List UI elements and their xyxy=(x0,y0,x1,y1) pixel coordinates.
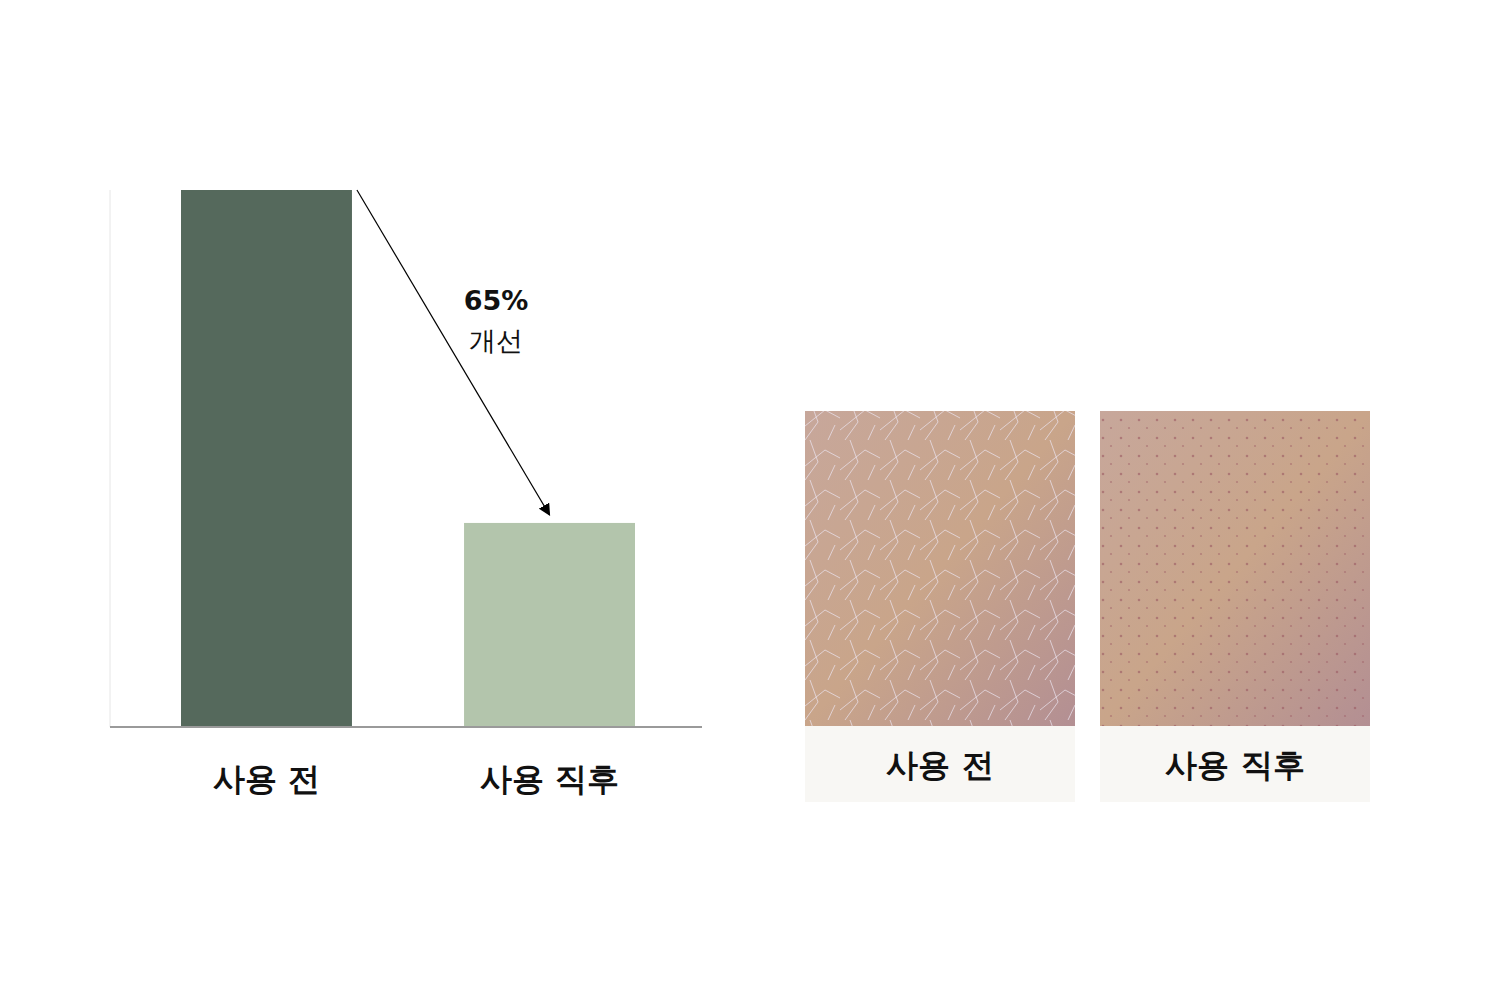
bar xyxy=(464,523,635,727)
photo xyxy=(1100,411,1370,726)
x-axis: 사용 전 사용 직후 xyxy=(110,727,702,798)
photo-caption: 사용 직후 xyxy=(1165,746,1304,784)
arrow xyxy=(357,190,550,515)
photo-panel: 사용 직후 xyxy=(1100,411,1370,802)
photo-caption: 사용 전 xyxy=(886,746,993,784)
x-tick-label: 사용 직후 xyxy=(480,760,619,798)
x-axis-line xyxy=(110,726,702,728)
x-tick: 사용 직후 xyxy=(480,727,619,798)
x-tick: 사용 전 xyxy=(213,727,320,798)
x-tick-label: 사용 전 xyxy=(213,760,320,798)
caption-box xyxy=(805,726,1075,802)
photo-texture xyxy=(805,411,1075,726)
bars xyxy=(181,190,635,727)
bar xyxy=(181,190,352,727)
y-axis-line xyxy=(110,190,111,727)
photo-panel: 사용 전 xyxy=(805,411,1075,802)
photo xyxy=(805,411,1075,726)
caption-box xyxy=(1100,726,1370,802)
photo-texture xyxy=(1100,411,1370,726)
annotation: 개선 xyxy=(469,325,523,356)
annotation: 65% xyxy=(464,285,529,316)
canvas: 사용 전 사용 직후 65% 개선사용 전 사용 직후 xyxy=(0,0,1501,1001)
